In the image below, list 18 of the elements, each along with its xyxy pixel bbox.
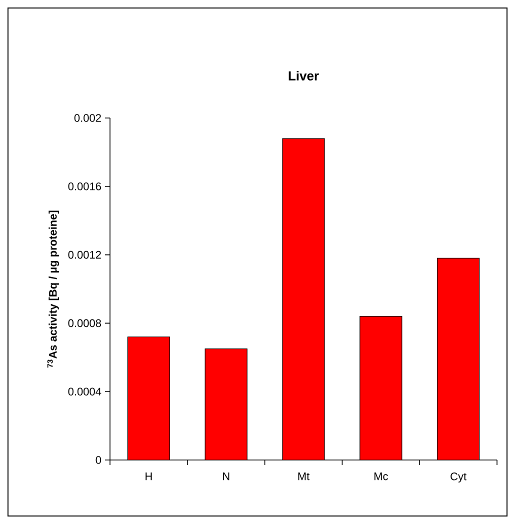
chart-title: Liver: [288, 70, 319, 80]
x-tick-label: Mc: [374, 472, 388, 480]
y-tick-label: 0: [96, 456, 102, 464]
bar: [282, 138, 325, 460]
bar: [437, 258, 480, 460]
bar: [360, 316, 402, 460]
y-axis-title: $^{73}$As activity [Bq / µg proteine]: [47, 210, 59, 368]
y-tick-label: 0.002: [74, 114, 101, 122]
x-tick-label: Cyt: [450, 472, 466, 482]
x-tick-label: Mt: [298, 472, 310, 480]
y-tick-label: 0.0012: [68, 250, 101, 259]
bar: [204, 348, 248, 460]
x-tick-label: H: [146, 472, 152, 480]
y-tick-label: 0.0004: [68, 388, 102, 396]
y-tick-label: 0.0016: [68, 182, 101, 190]
x-tick-label: N: [223, 472, 230, 480]
y-tick-label: 0.0008: [68, 319, 101, 328]
bar: [127, 336, 170, 460]
